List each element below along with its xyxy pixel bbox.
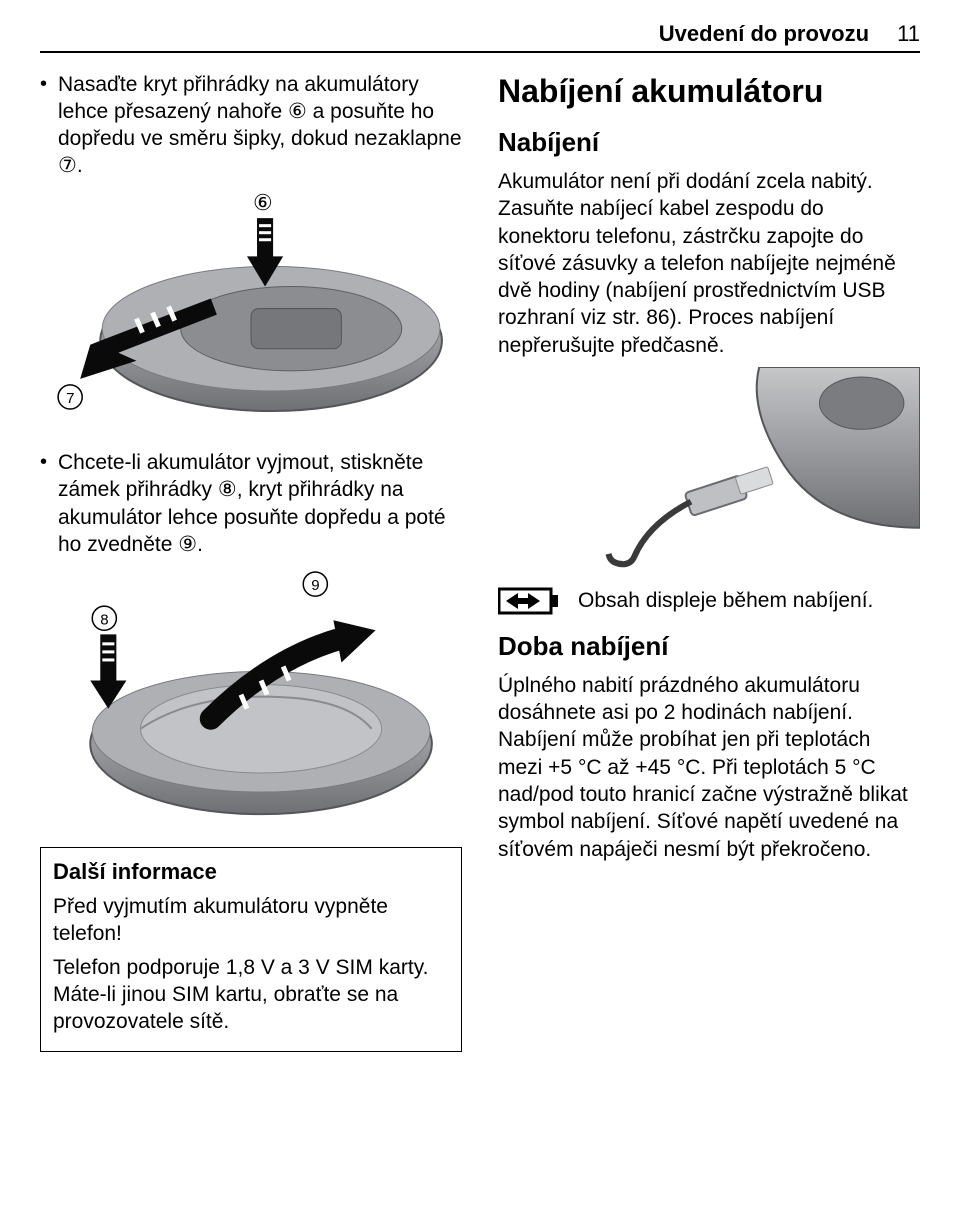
heading-charging: Nabíjení akumulátoru — [498, 71, 920, 113]
illustration-attach-cover: ⑥ 7 — [40, 190, 462, 431]
svg-text:7: 7 — [66, 390, 74, 407]
bullet-dot: • — [40, 71, 58, 180]
info-box: Další informace Před vyjmutím akumulátor… — [40, 847, 462, 1052]
bullet-text-2: Chcete-li akumulátor vyjmout, stiskněte … — [58, 449, 462, 558]
bullet-step-cover: • Nasaďte kryt přihrádky na akumulátory … — [40, 71, 462, 180]
content-columns: • Nasaďte kryt přihrádky na akumulátory … — [40, 71, 920, 1053]
info-box-line2: Telefon podporuje 1,8 V a 3 V SIM karty.… — [53, 954, 449, 1036]
page-header: Uvedení do provozu 11 — [40, 20, 920, 53]
charging-indicator-row: Obsah displeje během nabíjení. — [498, 586, 920, 616]
paragraph-charging: Akumulátor není při dodání zcela nabitý.… — [498, 168, 920, 359]
page-number: 11 — [897, 21, 920, 46]
info-box-line1: Před vyjmutím akumulátoru vypněte telefo… — [53, 893, 449, 948]
svg-text:8: 8 — [100, 611, 108, 628]
bullet-text-1: Nasaďte kryt přihrádky na akumulátory le… — [58, 71, 462, 180]
bullet-dot: • — [40, 449, 58, 558]
page-header-title: Uvedení do provozu — [659, 21, 869, 46]
bullet-step-remove: • Chcete-li akumulátor vyjmout, stisknět… — [40, 449, 462, 558]
svg-text:⑥: ⑥ — [253, 190, 273, 215]
subheading-charging: Nabíjení — [498, 126, 920, 160]
battery-charging-icon — [498, 586, 560, 616]
paragraph-charge-time: Úplného nabití prázdného akumulátoru dos… — [498, 672, 920, 863]
left-column: • Nasaďte kryt přihrádky na akumulátory … — [40, 71, 462, 1053]
subheading-charge-time: Doba nabíjení — [498, 630, 920, 664]
illustration-charger — [498, 367, 920, 568]
right-column: Nabíjení akumulátoru Nabíjení Akumulátor… — [498, 71, 920, 1053]
charging-indicator-label: Obsah displeje během nabíjení. — [578, 587, 873, 614]
illustration-remove-cover: 9 8 — [40, 568, 462, 829]
svg-text:9: 9 — [311, 577, 319, 594]
info-box-title: Další informace — [53, 858, 449, 887]
